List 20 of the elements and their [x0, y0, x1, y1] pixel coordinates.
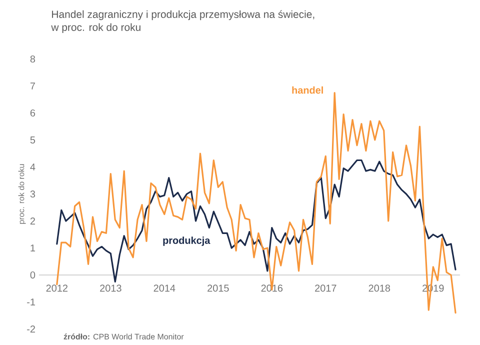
y-tick-label: 4 [30, 164, 36, 170]
y-tick-label: 2 [30, 218, 35, 224]
y-tick-label: 8 [30, 55, 36, 63]
y-tick-label: 0 [30, 271, 36, 279]
y-tick-label: 6 [30, 109, 36, 117]
x-tick-label: 2012 [46, 284, 68, 292]
series-label: handel [292, 86, 323, 94]
y-tick-label: -2 [27, 326, 35, 332]
x-tick-label: 2017 [315, 284, 336, 292]
chart-title: Handel zagraniczny i produkcja przemysłowa na świecie, w proc. rok do roku [51, 10, 314, 34]
x-tick-label: 2014 [154, 284, 176, 292]
x-tick-label: 2013 [100, 284, 122, 292]
series-label: produkcja [163, 236, 210, 246]
x-tick-label: 2018 [368, 284, 390, 292]
y-tick-label: 7 [30, 82, 35, 90]
y-tick-label: -1 [27, 298, 36, 306]
y-tick-label: 5 [30, 136, 36, 144]
y-tick-label: 3 [30, 190, 36, 198]
x-tick-label: 2015 [208, 284, 229, 292]
y-tick-label: 1 [30, 244, 36, 252]
